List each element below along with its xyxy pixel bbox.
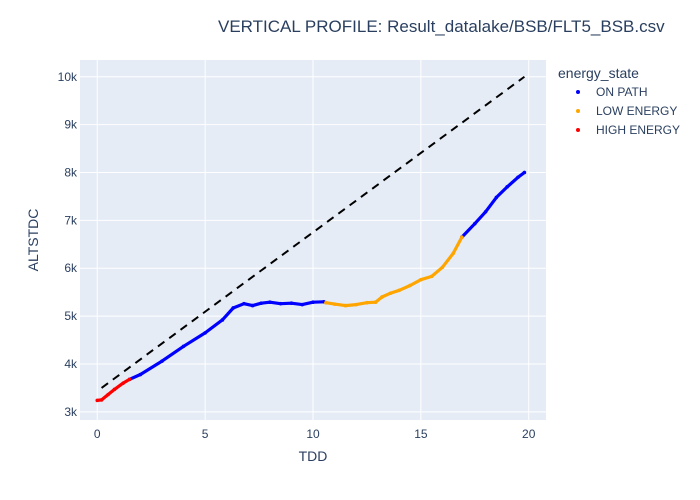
data-point: [460, 235, 464, 239]
data-point: [95, 398, 100, 403]
y-tick-label: 7k: [64, 213, 78, 227]
y-tick-label: 10k: [58, 70, 78, 84]
chart-title: VERTICAL PROFILE: Result_datalake/BSB/FL…: [218, 17, 665, 36]
x-tick-label: 10: [306, 427, 320, 441]
data-point: [121, 381, 125, 385]
data-point: [311, 300, 315, 305]
x-tick-label: 15: [414, 427, 428, 441]
y-axis-title: ALTSTDC: [25, 209, 41, 272]
data-point: [473, 221, 477, 226]
data-point: [268, 300, 272, 305]
y-tick-labels: 3k 4k 5k 6k 7k 8k 9k 10k: [58, 70, 78, 419]
y-tick-label: 9k: [64, 118, 78, 132]
legend-label-high-energy: HIGH ENERGY: [596, 123, 680, 137]
data-point: [380, 295, 384, 299]
series-layer: [95, 170, 527, 403]
data-point: [259, 301, 264, 305]
legend-marker-low-energy: [576, 109, 580, 113]
legend-label-low-energy: LOW ENERGY: [596, 104, 677, 118]
legend-title: energy_state: [558, 65, 639, 81]
reference-dashed-line: [100, 75, 526, 389]
y-tick-label: 3k: [64, 405, 78, 419]
grid: [80, 60, 546, 420]
x-tick-labels: 0 5 10 15 20: [94, 427, 536, 441]
series-line: [128, 300, 326, 381]
data-point: [332, 302, 337, 306]
data-point: [365, 300, 369, 305]
data-point: [494, 195, 499, 200]
data-point: [250, 303, 255, 308]
data-point: [373, 300, 378, 305]
data-point: [354, 302, 358, 307]
legend: energy_state ON PATH LOW ENERGY HIGH ENERG…: [558, 65, 680, 137]
data-point: [203, 331, 207, 335]
data-point: [408, 283, 412, 288]
legend-items: ON PATH LOW ENERGY HIGH ENERGY: [576, 85, 680, 137]
data-point: [429, 274, 434, 279]
data-point: [160, 359, 164, 363]
data-point: [451, 251, 456, 256]
data-point: [289, 301, 294, 305]
y-tick-label: 5k: [64, 309, 78, 323]
data-point: [483, 209, 488, 214]
data-point: [138, 372, 143, 377]
series-low-energy: [324, 235, 464, 308]
data-point: [99, 398, 104, 402]
y-tick-label: 8k: [64, 166, 78, 180]
y-tick-label: 6k: [64, 261, 78, 275]
data-point: [343, 303, 348, 308]
data-point: [419, 277, 423, 282]
data-point: [106, 392, 110, 397]
x-axis-title: TDD: [299, 448, 328, 464]
x-tick-label: 0: [94, 427, 101, 441]
data-point: [505, 185, 509, 189]
data-point: [516, 175, 520, 180]
data-point: [397, 288, 402, 293]
data-point: [181, 344, 186, 349]
x-tick-label: 5: [202, 427, 209, 441]
data-point: [440, 265, 445, 270]
x-tick-label: 20: [522, 427, 536, 441]
legend-marker-high-energy: [576, 128, 580, 132]
data-point: [324, 300, 328, 305]
data-point: [242, 301, 246, 306]
y-tick-label: 4k: [64, 357, 78, 371]
data-point: [522, 170, 527, 175]
series-high-energy: [95, 377, 132, 403]
data-point: [231, 306, 235, 310]
legend-marker-on-path: [576, 90, 580, 94]
reference-line-layer: [100, 75, 526, 389]
data-point: [220, 318, 225, 322]
data-point: [278, 301, 283, 306]
data-point: [388, 291, 393, 295]
legend-label-on-path: ON PATH: [596, 85, 648, 99]
data-point: [300, 302, 305, 307]
data-point: [112, 387, 117, 392]
data-point: [127, 377, 132, 382]
